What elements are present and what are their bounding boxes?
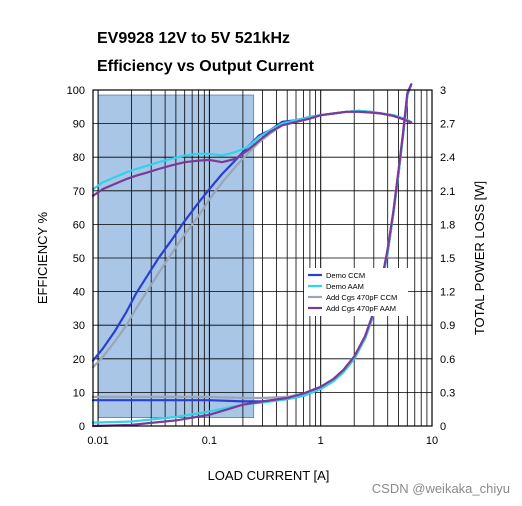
y-tick-label: 60 (73, 219, 85, 231)
legend-label: Add Cgs 470pF AAM (326, 304, 396, 313)
y-tick-label: 10 (73, 387, 85, 399)
legend-label: Add Cgs 470pF CCM (326, 293, 397, 302)
chart-title: EV9928 12V to 5V 521kHz (97, 30, 291, 47)
y-tick-label: 40 (73, 287, 85, 299)
legend-label: Demo AAM (326, 282, 364, 291)
legend: Demo CCM Demo AAM Add Cgs 470pF CCM Add Cgs… (304, 268, 408, 316)
x-axis-label: LOAD CURRENT [A] (208, 468, 330, 483)
y2-tick-label: 3 (440, 85, 446, 97)
x-tick-label: 0.1 (202, 435, 217, 447)
y2-tick-label: 2.4 (440, 152, 455, 164)
y2-tick-label: 0 (440, 421, 446, 433)
y-tick-label: 30 (73, 320, 85, 332)
x-tick-label: 0.01 (87, 435, 108, 447)
plot-frame (92, 89, 433, 427)
y2-axis-label: TOTAL POWER LOSS [W] (472, 181, 487, 335)
y-tick-label: 50 (73, 253, 85, 265)
y-tick-label: 20 (73, 354, 85, 366)
series-line-3 (91, 110, 413, 197)
y-tick-label: 100 (67, 85, 85, 97)
y-tick-label: 0 (79, 421, 85, 433)
y2-tick-label: 2.7 (440, 119, 455, 131)
watermark: CSDN @weikaka_chiyu (371, 481, 510, 496)
legend-label: Demo CCM (326, 271, 365, 280)
y2-tick-label: 1.2 (440, 287, 455, 299)
y2-tick-label: 0.9 (440, 320, 455, 332)
y2-tick-label: 0.6 (440, 354, 455, 366)
chart-subtitle: Efficiency vs Output Current (97, 58, 314, 75)
x-tick-label: 10 (426, 435, 438, 447)
y2-tick-label: 0.3 (440, 387, 455, 399)
y2-tick-label: 2.1 (440, 186, 455, 198)
y2-tick-label: 1.5 (440, 253, 455, 265)
x-tick-label: 1 (318, 435, 324, 447)
y-tick-label: 80 (73, 152, 85, 164)
series-line-7 (91, 83, 413, 428)
y-axis-label: EFFICIENCY % (35, 211, 50, 304)
y-tick-label: 70 (73, 186, 85, 198)
y-tick-label: 90 (73, 119, 85, 131)
y2-tick-label: 1.8 (440, 219, 455, 231)
